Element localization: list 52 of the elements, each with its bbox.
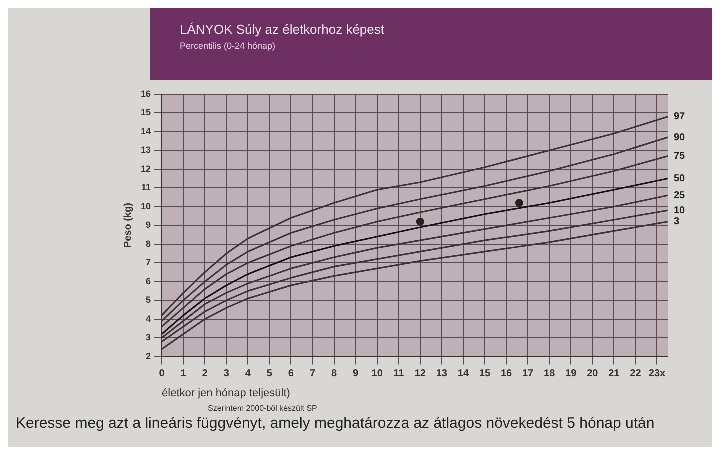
x-tick-label: 20 xyxy=(587,368,599,380)
y-tick-label: 5 xyxy=(146,295,152,306)
x-tick-label: 6 xyxy=(288,368,294,380)
y-tick-label: 13 xyxy=(140,145,152,156)
y-tick-label: 6 xyxy=(146,276,152,286)
x-tick-label: 10 xyxy=(372,368,384,380)
x-tick-label: 1 xyxy=(180,368,187,380)
y-tick-label: 12 xyxy=(140,164,152,174)
y-axis-title: Peso (kg) xyxy=(122,203,134,248)
text: Szerintem 2000-ből készült SP xyxy=(208,404,318,413)
y-tick-label: 14 xyxy=(140,126,152,136)
x-tick-label: 15 xyxy=(479,368,491,380)
x-tick-label: 2 xyxy=(202,368,208,380)
x-tick-label: 13 xyxy=(436,368,448,380)
x-tick-label: 5 xyxy=(266,368,273,380)
series-label: 75 xyxy=(674,151,686,162)
chart-title: LÁNYOK Súly az életkorhoz képest xyxy=(180,22,386,37)
y-tick-label: 3 xyxy=(146,332,152,343)
text: Keresse meg azt a lineáris függvényt, amely meghatározza az átlagos növekedést 5 hónap után xyxy=(16,415,656,432)
y-tick-label: 4 xyxy=(146,314,152,324)
x-tick-label: 17 xyxy=(522,368,534,380)
x-tick-label: 16 xyxy=(500,368,513,380)
y-tick-label: 9 xyxy=(146,220,152,230)
y-tick-label: 15 xyxy=(140,108,152,118)
x-tick-label: 9 xyxy=(353,368,360,380)
series-label: 3 xyxy=(674,216,680,228)
x-tick-label: 11 xyxy=(394,368,405,380)
y-tick-label: 16 xyxy=(140,88,152,99)
y-tick-label: 7 xyxy=(146,258,152,268)
series-label: 25 xyxy=(674,190,686,202)
x-tick-label: 19 xyxy=(566,368,578,380)
series-label: 90 xyxy=(674,132,686,144)
x-tick-label: 3 xyxy=(224,368,230,380)
x-tick-label: 23x xyxy=(648,368,666,380)
y-tick-label: 11 xyxy=(141,182,152,193)
x-tick-label: 14 xyxy=(458,368,470,380)
chart-subtitle: Percentilis (0-24 hónap) xyxy=(180,41,277,51)
y-tick-label: 2 xyxy=(146,351,152,362)
series-label: 97 xyxy=(674,112,686,123)
x-tick-label: 22 xyxy=(630,368,642,380)
x-tick-label: 7 xyxy=(310,368,316,380)
x-tick-label: 0 xyxy=(159,368,166,380)
x-tick-label: 18 xyxy=(544,368,556,380)
x-tick-label: 8 xyxy=(331,368,338,380)
y-tick-label: 10 xyxy=(140,201,152,212)
x-tick-label: 21 xyxy=(608,368,620,380)
x-axis-title: életkor jen hónap teljesült) xyxy=(162,387,290,400)
series-label: 10 xyxy=(674,205,686,216)
x-tick-label: 12 xyxy=(414,368,426,380)
y-tick-label: 8 xyxy=(146,238,152,249)
series-label: 50 xyxy=(674,173,686,184)
x-tick-label: 4 xyxy=(245,368,252,380)
